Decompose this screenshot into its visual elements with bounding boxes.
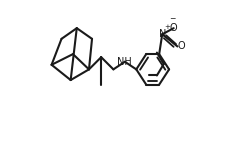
Text: NH: NH <box>117 57 132 67</box>
Text: −: − <box>169 14 176 23</box>
Text: N: N <box>158 29 166 39</box>
Text: +: + <box>164 24 170 30</box>
Text: O: O <box>178 41 185 51</box>
Text: O: O <box>170 23 178 33</box>
